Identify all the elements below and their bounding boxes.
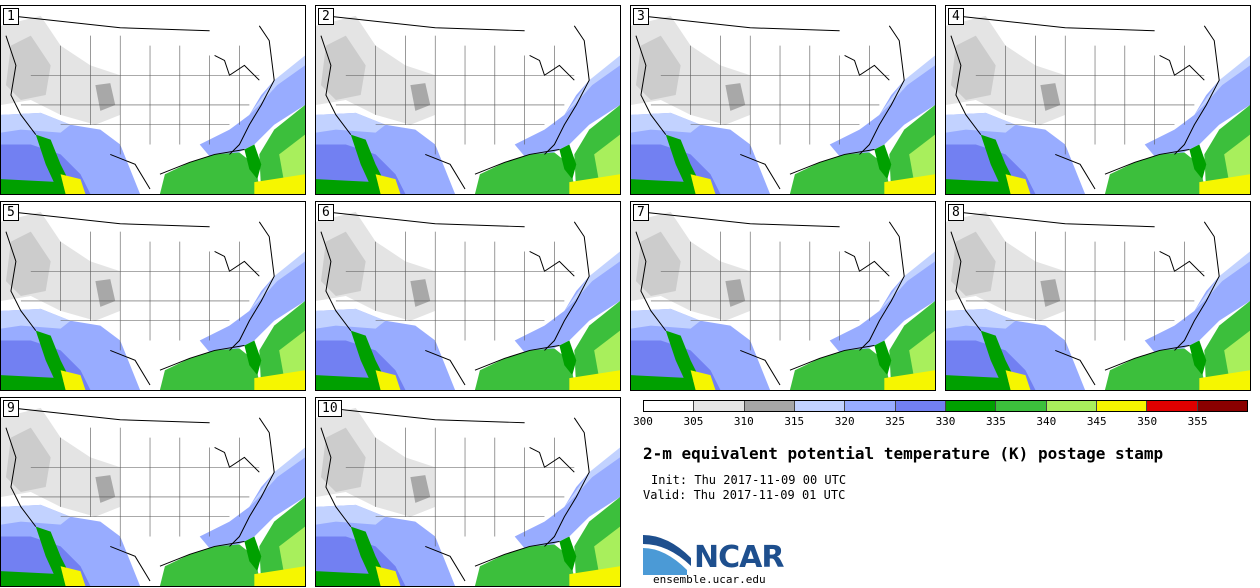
map-panel-2: 2 [315,5,621,195]
panel-number: 8 [948,204,964,221]
panel-number: 3 [633,8,649,25]
panel-number: 5 [3,204,19,221]
map-panel-3: 3 [630,5,936,195]
map-panel-5: 5 [0,201,306,391]
legend-tick-350: 350 [1137,415,1158,428]
legend-swatch-330 [945,401,997,411]
panel-number: 9 [3,400,19,417]
map-panel-8: 8 [945,201,1251,391]
map-panel-9: 9 [0,397,306,587]
legend-swatch-355 [1197,401,1247,411]
legend-swatch-325 [895,401,946,411]
color-legend [643,400,1248,412]
legend-swatch-340 [1046,401,1097,411]
legend-tick-340: 340 [1036,415,1057,428]
legend-tick-305: 305 [683,415,704,428]
legend-tick-315: 315 [784,415,805,428]
map-panel-7: 7 [630,201,936,391]
map-panel-6: 6 [315,201,621,391]
legend-swatch-310 [744,401,795,411]
legend-tick-330: 330 [935,415,956,428]
legend-tick-300: 300 [633,415,653,428]
panel-number: 2 [318,8,334,25]
map-title: 2-m equivalent potential temperature (K)… [643,444,1164,463]
map-panel-1: 1 [0,5,306,195]
panel-number: 1 [3,8,19,25]
panel-number: 10 [318,400,342,417]
site-url: ensemble.ucar.edu [653,573,766,586]
legend-tick-320: 320 [834,415,855,428]
ncar-logo-icon [643,535,691,575]
panel-number: 6 [318,204,334,221]
legend-tick-335: 335 [985,415,1006,428]
legend-swatch-345 [1096,401,1148,411]
map-panel-4: 4 [945,5,1251,195]
legend-swatch-350 [1147,401,1198,411]
legend-swatch-315 [794,401,846,411]
panel-number: 7 [633,204,649,221]
legend-swatch-320 [845,401,896,411]
legend-tick-355: 355 [1187,415,1208,428]
legend-tick-325: 325 [885,415,906,428]
legend-tick-345: 345 [1086,415,1107,428]
logo-text: NCAR [694,540,784,575]
valid-time: Valid: Thu 2017-11-09 01 UTC [643,488,846,502]
legend-tick-310: 310 [733,415,754,428]
legend-swatch-300 [644,401,695,411]
map-panel-10: 10 [315,397,621,587]
panel-number: 4 [948,8,964,25]
legend-swatch-335 [996,401,1047,411]
legend-swatch-305 [694,401,745,411]
init-time: Init: Thu 2017-11-09 00 UTC [651,473,847,487]
